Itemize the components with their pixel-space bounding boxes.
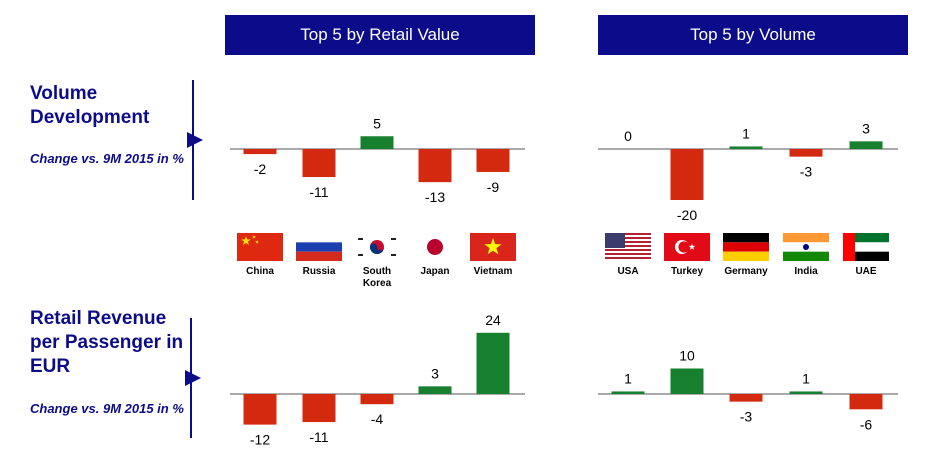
value-label: -12 (250, 432, 270, 448)
category-label: USA (617, 266, 639, 277)
value-label: 5 (373, 115, 381, 131)
flag-part (783, 251, 829, 261)
value-label: -4 (371, 411, 384, 427)
bar (360, 394, 394, 405)
row-title: Volume Development (30, 83, 150, 128)
bar (243, 394, 277, 425)
flag-part (296, 233, 342, 243)
flag-part (370, 243, 385, 254)
row-marker (185, 80, 203, 438)
flag-part (605, 245, 651, 247)
header: Top 5 by Volume (598, 15, 908, 55)
bar (476, 332, 510, 394)
flag-part (605, 249, 651, 251)
bar (670, 368, 704, 394)
flag-part (843, 233, 889, 243)
bar (729, 146, 763, 149)
value-label: -9 (487, 179, 500, 195)
flags (237, 233, 889, 261)
bar (476, 149, 510, 172)
flag-part (605, 237, 651, 239)
bar (729, 394, 763, 402)
flag-part (803, 244, 809, 250)
value-label: -3 (800, 164, 813, 180)
flag-part (391, 254, 396, 256)
flag-part (427, 239, 443, 255)
header: Top 5 by Retail Value (225, 15, 535, 55)
row-title: Retail Revenue per Passenger in EUR (30, 308, 184, 377)
flag-part (296, 242, 342, 252)
flag-part (358, 254, 363, 256)
value-label: 10 (679, 348, 695, 364)
category-label: India (794, 266, 818, 277)
value-label: -11 (309, 184, 328, 200)
value-label: 0 (624, 128, 632, 144)
flag-part (391, 238, 396, 240)
flag-part (358, 238, 363, 240)
category-label: South Korea (362, 266, 392, 289)
bar (789, 391, 823, 394)
bar (789, 149, 823, 157)
bar (243, 149, 277, 155)
flag-part (252, 235, 256, 239)
value-label: 1 (802, 370, 810, 386)
flag-part (605, 233, 651, 235)
category-label: Vietnam (473, 266, 513, 277)
category-label: UAE (855, 266, 877, 277)
value-label: -3 (740, 409, 753, 425)
bar (418, 386, 452, 394)
bar (302, 149, 336, 178)
flag-part (723, 251, 769, 261)
bar (849, 394, 883, 410)
value-label: 3 (862, 120, 870, 136)
value-label: -11 (309, 429, 328, 445)
flag-part (688, 243, 696, 250)
flag-part (605, 241, 651, 243)
flag-part (605, 253, 651, 255)
value-label: -2 (254, 161, 267, 177)
category-label: Russia (302, 266, 336, 277)
value-label: -13 (425, 189, 445, 205)
flag-part (843, 251, 889, 261)
flag-part (605, 257, 651, 259)
flag-part (723, 242, 769, 252)
category-label: Turkey (670, 266, 704, 277)
value-label: 1 (624, 370, 632, 386)
value-label: -6 (860, 416, 873, 432)
bar (418, 149, 452, 183)
category-label: China (246, 266, 274, 277)
value-label: 3 (431, 365, 439, 381)
flag-part (605, 233, 625, 248)
flag-part (237, 233, 283, 261)
category-label: Japan (420, 266, 450, 277)
bar (360, 136, 394, 149)
flag-part (484, 238, 502, 255)
flag-part (678, 241, 690, 253)
row-subtitle: Change vs. 9M 2015 in % (30, 401, 184, 416)
flag-part (723, 233, 769, 243)
row-subtitle: Change vs. 9M 2015 in % (30, 151, 184, 166)
value-label: -20 (677, 207, 697, 223)
flag-part (783, 233, 829, 243)
bar (302, 394, 336, 423)
flag-part (241, 236, 251, 245)
flag-part (255, 240, 259, 244)
category-label: Germany (724, 266, 768, 277)
flag-part (843, 233, 855, 261)
flag-part (843, 242, 889, 252)
bar (611, 391, 645, 394)
bar (849, 141, 883, 149)
value-label: 1 (742, 125, 750, 141)
bar (670, 149, 704, 200)
flag-part (296, 251, 342, 261)
value-label: 24 (485, 312, 501, 328)
